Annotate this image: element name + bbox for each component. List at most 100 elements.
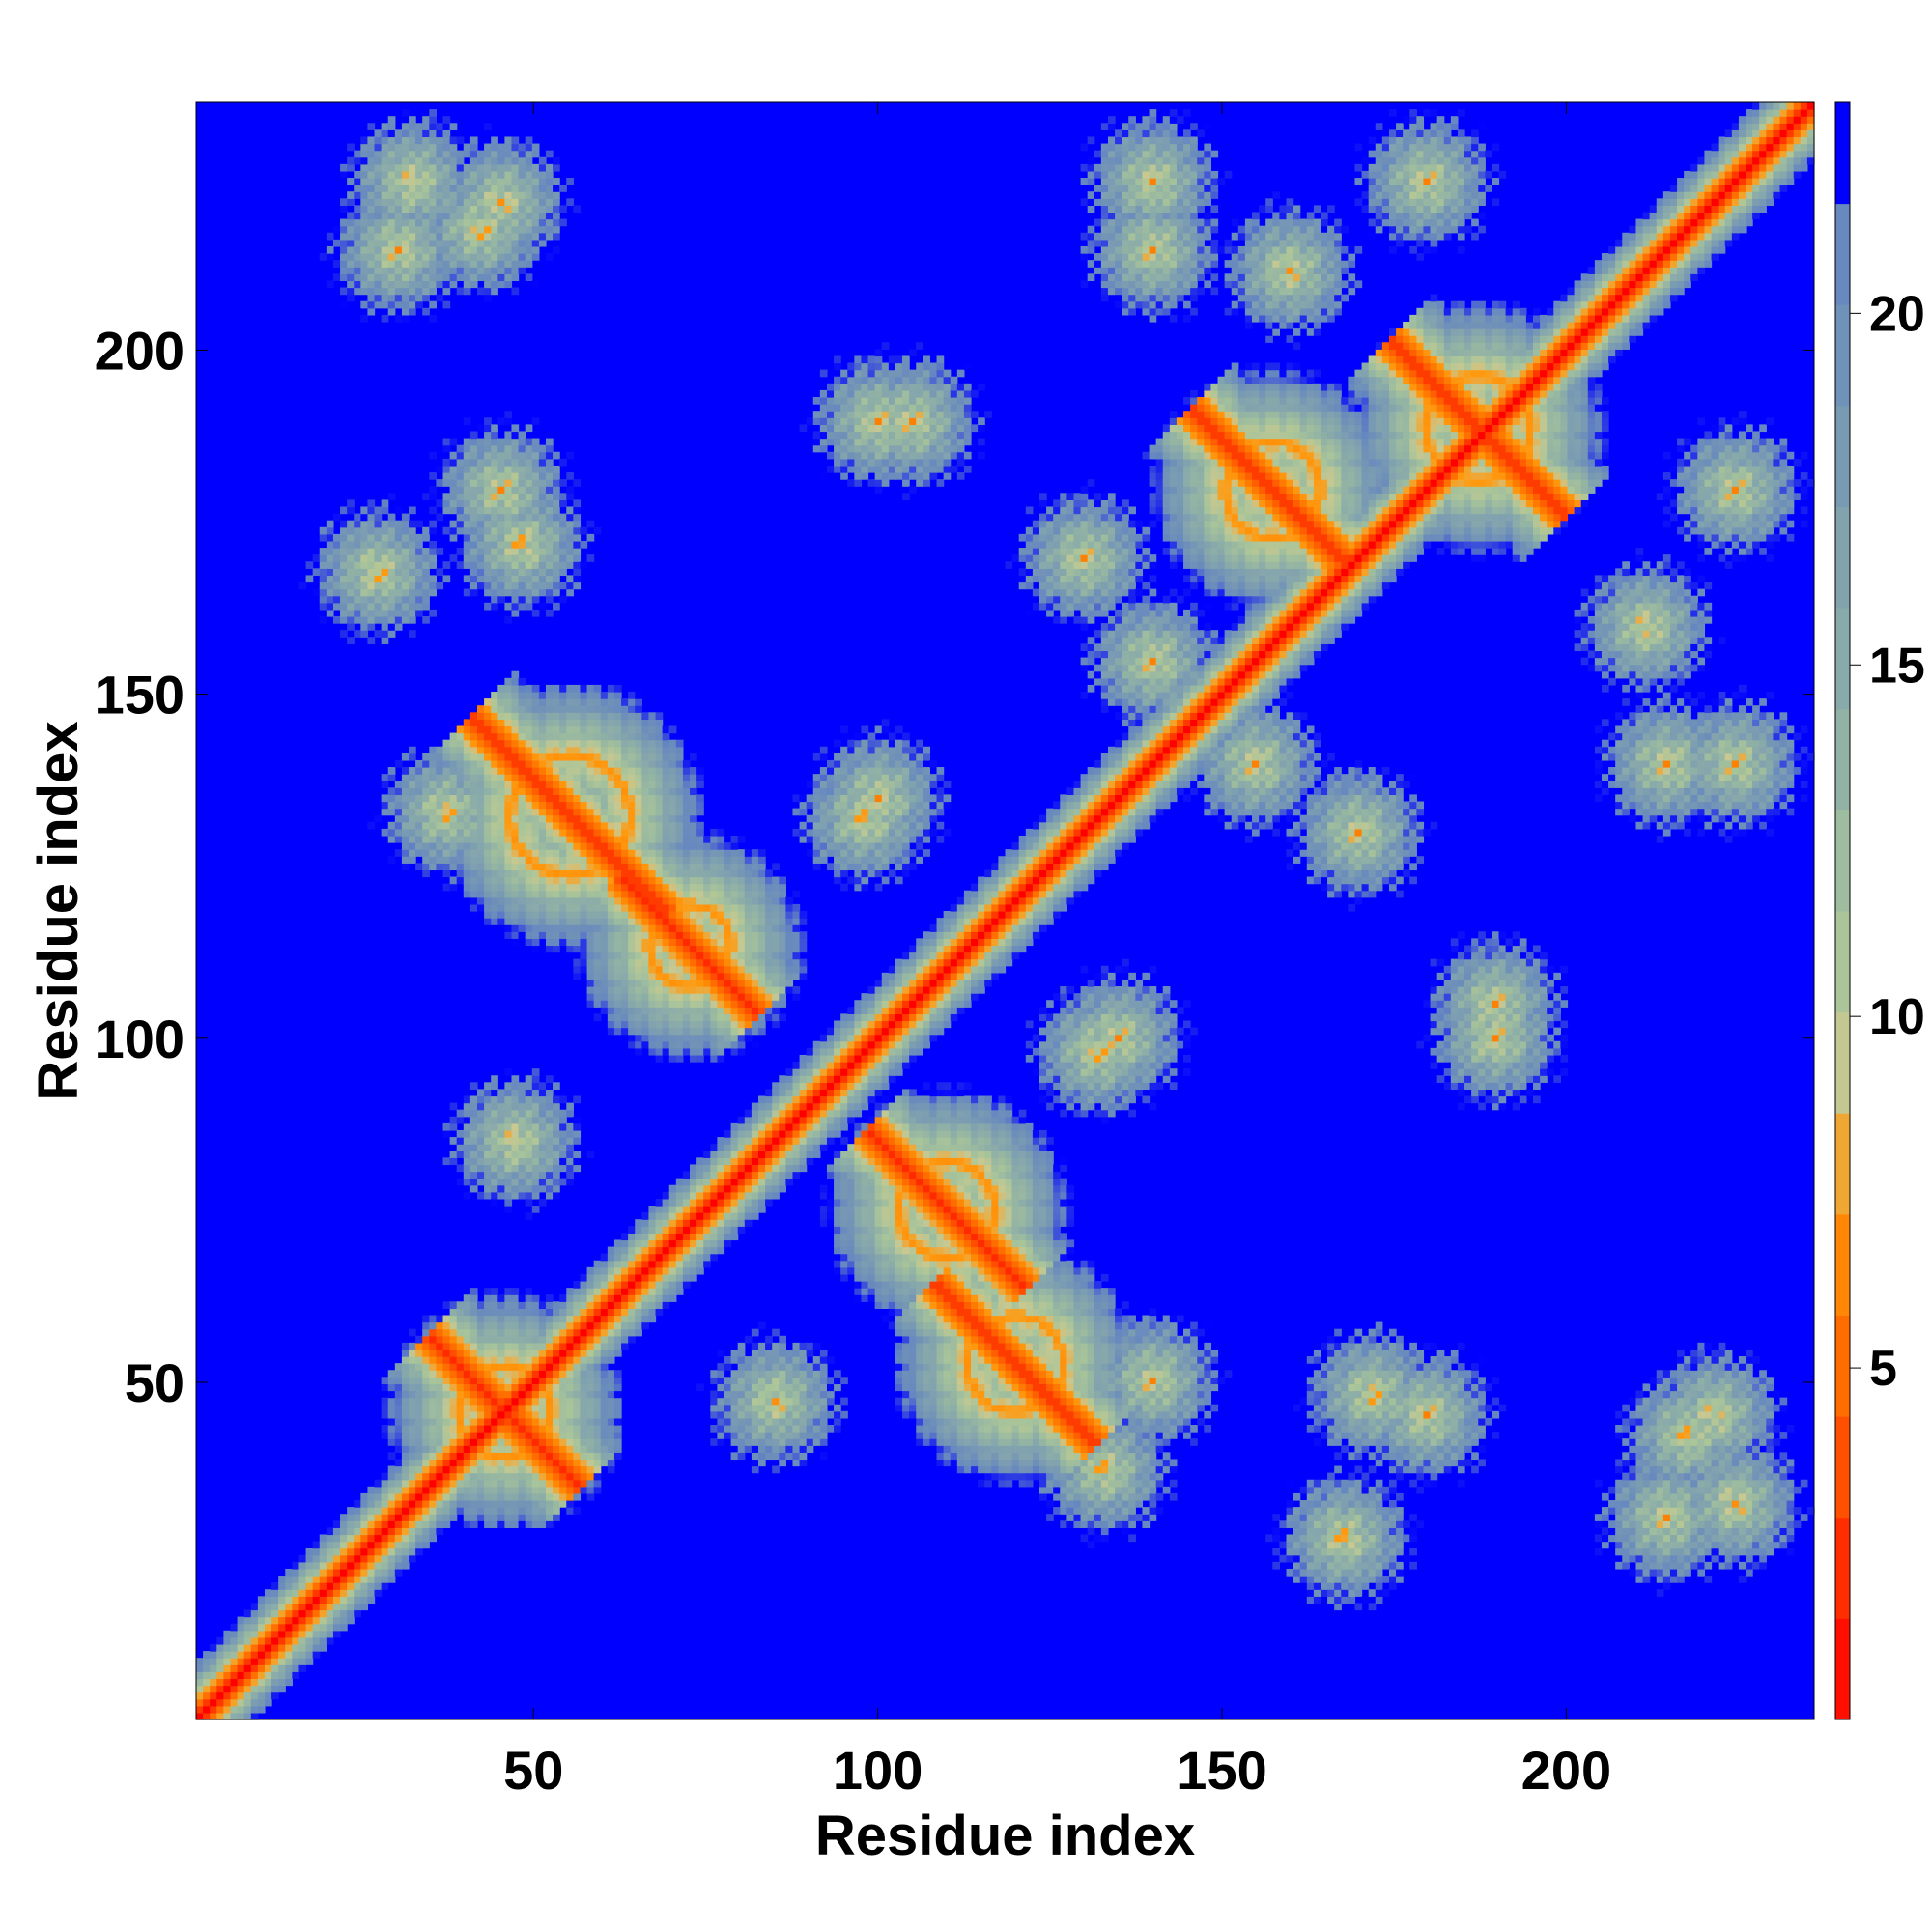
heatmap-cell <box>429 1336 437 1344</box>
heatmap-cell <box>553 589 560 597</box>
heatmap-cell <box>526 924 533 932</box>
heatmap-cell <box>546 698 554 706</box>
heatmap-cell <box>546 918 554 925</box>
heatmap-cell <box>278 1651 286 1659</box>
heatmap-cell <box>663 1219 670 1227</box>
heatmap-cell <box>491 452 498 460</box>
heatmap-cell <box>628 760 636 768</box>
heatmap-cell <box>429 240 437 247</box>
heatmap-cell <box>320 603 327 611</box>
heatmap-cell <box>553 499 560 507</box>
heatmap-cell <box>504 205 512 213</box>
heatmap-cell <box>614 1247 622 1255</box>
heatmap-cell <box>546 1411 554 1419</box>
heatmap-cell <box>553 815 560 823</box>
heatmap-cell <box>491 692 498 699</box>
heatmap-cell <box>360 185 368 192</box>
heatmap-cell <box>553 705 560 713</box>
heatmap-cell <box>641 1219 649 1227</box>
heatmap-cell <box>573 1164 581 1172</box>
heatmap-cell <box>429 178 437 185</box>
heatmap-cell <box>539 582 547 590</box>
heatmap-cell <box>395 541 403 549</box>
heatmap-cell <box>415 1411 423 1419</box>
heatmap-cell <box>429 109 437 117</box>
heatmap-cell <box>587 698 595 706</box>
heatmap-cell <box>553 1480 560 1488</box>
heatmap-cell <box>594 959 602 967</box>
heatmap-cell <box>415 1520 423 1528</box>
heatmap-cell <box>519 747 526 754</box>
heatmap-cell <box>601 822 609 830</box>
heatmap-cell <box>484 534 492 542</box>
heatmap-cell <box>464 802 471 810</box>
heatmap-cell <box>436 829 443 837</box>
heatmap-cell <box>327 253 334 261</box>
heatmap-cell <box>360 582 368 590</box>
heatmap-cell <box>320 1534 327 1542</box>
heatmap-cell <box>429 774 437 781</box>
heatmap-cell <box>340 301 348 309</box>
heatmap-cell <box>566 493 574 500</box>
heatmap-cell <box>320 1562 327 1570</box>
heatmap-cell <box>587 781 595 788</box>
heatmap-cell <box>614 740 622 748</box>
heatmap-cell <box>388 295 396 302</box>
heatmap-cell <box>388 1480 396 1488</box>
heatmap-cell <box>532 459 540 467</box>
heatmap-cell <box>436 178 443 185</box>
heatmap-cell <box>450 1452 458 1460</box>
heatmap-cell <box>340 589 348 597</box>
heatmap-cell <box>333 603 341 611</box>
heatmap-cell <box>422 596 430 604</box>
heatmap-cell <box>669 1233 677 1240</box>
heatmap-cell <box>614 692 622 699</box>
heatmap-cell <box>450 1329 458 1337</box>
heatmap-cell <box>656 836 664 843</box>
heatmap-cell <box>402 178 410 185</box>
heatmap-cell <box>614 1322 622 1330</box>
heatmap-cell <box>367 554 375 562</box>
heatmap-cell <box>580 877 587 885</box>
heatmap-cell <box>526 1096 533 1104</box>
heatmap-cell <box>354 1520 361 1528</box>
heatmap-cell <box>470 836 478 843</box>
heatmap-cell <box>497 809 505 816</box>
heatmap-cell <box>519 1405 526 1412</box>
heatmap-cell <box>519 1308 526 1316</box>
heatmap-cell <box>484 1445 492 1453</box>
heatmap-cell <box>614 924 622 932</box>
heatmap-cell <box>601 760 609 768</box>
heatmap-cell <box>553 1130 560 1138</box>
heatmap-cell <box>491 548 498 555</box>
heatmap-cell <box>663 1274 670 1282</box>
heatmap-cell <box>497 1164 505 1172</box>
heatmap-cell <box>354 273 361 281</box>
heatmap-cell <box>402 226 410 234</box>
heatmap-cell <box>457 802 465 810</box>
heatmap-cell <box>532 1157 540 1165</box>
heatmap-cell <box>238 1678 245 1686</box>
heatmap-cell <box>422 527 430 535</box>
heatmap-cell <box>566 1123 574 1131</box>
heatmap-cell <box>497 1363 505 1371</box>
heatmap-cell <box>382 1514 389 1521</box>
heatmap-cell <box>484 1185 492 1193</box>
heatmap-cell <box>491 439 498 446</box>
heatmap-cell <box>491 554 498 562</box>
heatmap-cell <box>566 1507 574 1515</box>
heatmap-cell <box>546 1179 554 1186</box>
heatmap-cell <box>504 1137 512 1145</box>
heatmap-cell <box>382 589 389 597</box>
heatmap-cell <box>457 164 465 172</box>
heatmap-cell <box>464 891 471 898</box>
heatmap-cell <box>422 246 430 254</box>
heatmap-cell <box>546 541 554 549</box>
heatmap-cell <box>422 767 430 775</box>
heatmap-cell <box>470 815 478 823</box>
heatmap-cell <box>587 1316 595 1323</box>
heatmap-cell <box>504 1445 512 1453</box>
heatmap-cell <box>409 849 416 857</box>
heatmap-cell <box>258 1699 266 1707</box>
heatmap-cell <box>511 424 519 432</box>
